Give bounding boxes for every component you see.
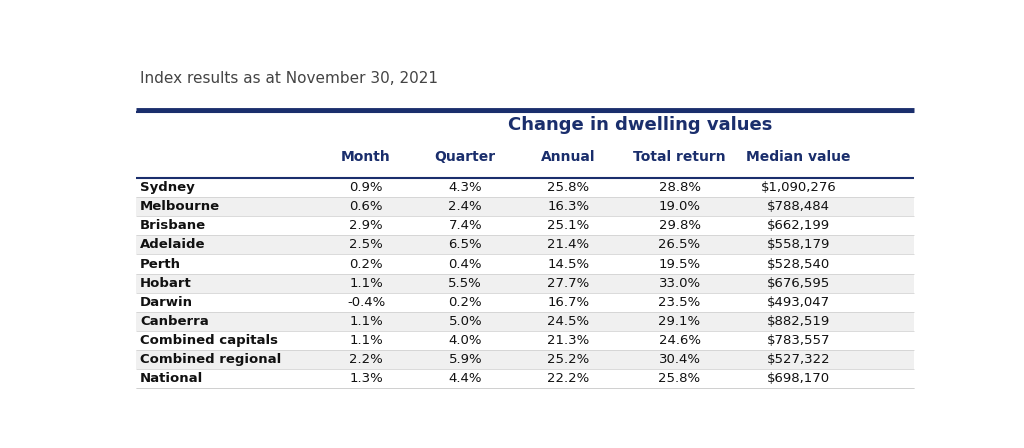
Bar: [136, 369, 913, 388]
Text: 4.3%: 4.3%: [449, 181, 482, 194]
Text: 19.5%: 19.5%: [658, 258, 700, 271]
Text: 25.2%: 25.2%: [547, 353, 590, 366]
Text: 16.3%: 16.3%: [548, 200, 590, 213]
Bar: [136, 274, 913, 293]
Text: 26.5%: 26.5%: [658, 238, 700, 251]
Text: Canberra: Canberra: [140, 315, 209, 328]
Bar: [136, 254, 913, 274]
Text: Quarter: Quarter: [435, 151, 496, 164]
Text: $493,047: $493,047: [767, 296, 830, 309]
Text: 19.0%: 19.0%: [658, 200, 700, 213]
Text: Melbourne: Melbourne: [140, 200, 220, 213]
Text: $527,322: $527,322: [767, 353, 830, 366]
Text: -0.4%: -0.4%: [347, 296, 385, 309]
Text: 2.2%: 2.2%: [349, 353, 383, 366]
Text: 21.3%: 21.3%: [547, 334, 590, 347]
Text: Sydney: Sydney: [140, 181, 195, 194]
Text: Combined regional: Combined regional: [140, 353, 282, 366]
Text: 30.4%: 30.4%: [658, 353, 700, 366]
Text: 0.6%: 0.6%: [349, 200, 383, 213]
Text: 4.0%: 4.0%: [449, 334, 482, 347]
Text: Darwin: Darwin: [140, 296, 193, 309]
Text: 4.4%: 4.4%: [449, 372, 482, 385]
Text: National: National: [140, 372, 203, 385]
Text: 0.2%: 0.2%: [449, 296, 482, 309]
Text: 5.9%: 5.9%: [449, 353, 482, 366]
Text: 29.8%: 29.8%: [658, 219, 700, 232]
Text: 27.7%: 27.7%: [547, 277, 590, 290]
Text: 21.4%: 21.4%: [548, 238, 590, 251]
Text: $783,557: $783,557: [767, 334, 830, 347]
Text: 1.1%: 1.1%: [349, 334, 383, 347]
Text: $1,090,276: $1,090,276: [761, 181, 837, 194]
Text: $882,519: $882,519: [767, 315, 830, 328]
Text: 2.9%: 2.9%: [349, 219, 383, 232]
Text: 29.1%: 29.1%: [658, 315, 700, 328]
Text: Annual: Annual: [542, 151, 596, 164]
Text: Combined capitals: Combined capitals: [140, 334, 278, 347]
Text: 24.6%: 24.6%: [658, 334, 700, 347]
Text: Change in dwelling values: Change in dwelling values: [508, 116, 772, 134]
Text: 2.5%: 2.5%: [349, 238, 383, 251]
Text: 0.4%: 0.4%: [449, 258, 482, 271]
Text: 0.2%: 0.2%: [349, 258, 383, 271]
Text: 1.1%: 1.1%: [349, 277, 383, 290]
Bar: [136, 197, 913, 216]
Text: 24.5%: 24.5%: [548, 315, 590, 328]
Text: 28.8%: 28.8%: [658, 181, 700, 194]
Text: Median value: Median value: [746, 151, 851, 164]
Text: $662,199: $662,199: [767, 219, 830, 232]
Text: $676,595: $676,595: [767, 277, 830, 290]
Text: Hobart: Hobart: [140, 277, 191, 290]
Text: 6.5%: 6.5%: [449, 238, 482, 251]
Bar: [136, 350, 913, 369]
Text: Adelaide: Adelaide: [140, 238, 206, 251]
Bar: [136, 293, 913, 312]
Bar: [136, 235, 913, 254]
Bar: [136, 312, 913, 331]
Text: 23.5%: 23.5%: [658, 296, 700, 309]
Text: $698,170: $698,170: [767, 372, 830, 385]
Bar: [136, 216, 913, 235]
Text: Index results as at November 30, 2021: Index results as at November 30, 2021: [140, 71, 438, 86]
Text: 22.2%: 22.2%: [547, 372, 590, 385]
Text: Brisbane: Brisbane: [140, 219, 206, 232]
Text: 1.1%: 1.1%: [349, 315, 383, 328]
Text: 33.0%: 33.0%: [658, 277, 700, 290]
Text: $558,179: $558,179: [767, 238, 830, 251]
Text: 1.3%: 1.3%: [349, 372, 383, 385]
Text: 25.8%: 25.8%: [658, 372, 700, 385]
Text: 25.8%: 25.8%: [548, 181, 590, 194]
Text: 5.0%: 5.0%: [449, 315, 482, 328]
Text: Month: Month: [341, 151, 391, 164]
Text: 2.4%: 2.4%: [449, 200, 482, 213]
Text: 25.1%: 25.1%: [547, 219, 590, 232]
Bar: [136, 331, 913, 350]
Bar: [136, 178, 913, 197]
Text: Total return: Total return: [633, 151, 726, 164]
Text: 14.5%: 14.5%: [548, 258, 590, 271]
Text: Perth: Perth: [140, 258, 181, 271]
Text: 16.7%: 16.7%: [548, 296, 590, 309]
Text: 7.4%: 7.4%: [449, 219, 482, 232]
Text: $528,540: $528,540: [767, 258, 830, 271]
Text: 5.5%: 5.5%: [449, 277, 482, 290]
Text: $788,484: $788,484: [767, 200, 830, 213]
Text: 0.9%: 0.9%: [349, 181, 383, 194]
